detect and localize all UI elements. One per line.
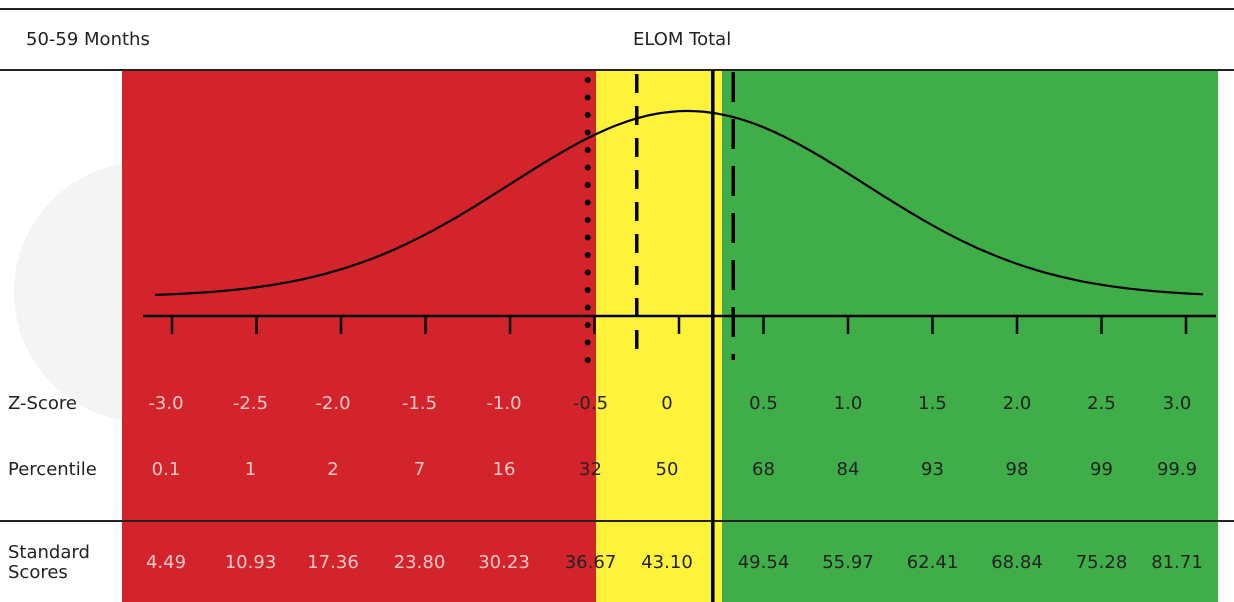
percentile-cell: 32	[579, 459, 602, 480]
percentile-cell: 7	[413, 459, 426, 480]
standard-score-cell: 49.54	[737, 552, 790, 573]
z-score-cell: 0	[661, 393, 673, 414]
reference-line-dotted-dot	[584, 94, 591, 101]
reference-line-dotted-dot	[584, 357, 591, 363]
reference-line-dotted-dot	[584, 269, 591, 276]
standard-score-cell: 30.23	[478, 552, 530, 573]
top-rule	[0, 8, 1234, 10]
standard-score-cell: 43.10	[641, 552, 693, 573]
standard-score-cell: 81.71	[1151, 552, 1203, 573]
standard-score-cell: 10.93	[224, 552, 277, 573]
standard-score-cell: 17.36	[307, 552, 359, 573]
z-score-cell: -2.0	[315, 393, 351, 414]
reference-line-dotted-dot	[584, 234, 591, 241]
z-score-cell: -3.0	[148, 393, 184, 414]
reference-line-dotted-dot	[584, 182, 591, 188]
standard-score-cell: 68.84	[991, 552, 1043, 573]
z-score-cell: 0.5	[749, 393, 778, 414]
z-score-cell: -1.5	[401, 393, 438, 414]
percentile-cell: 2	[327, 459, 339, 480]
percentile-cell: 99.9	[1156, 459, 1198, 480]
reference-line-dotted-dot	[584, 287, 591, 293]
reference-line-dotted-dot	[584, 217, 591, 223]
reference-line-dotted-dot	[584, 129, 591, 136]
percentile-cell: 68	[752, 459, 775, 480]
z-score-cell: -1.0	[486, 393, 522, 414]
zone-yellow-band	[596, 70, 722, 602]
percentile-cell: 99	[1090, 459, 1113, 480]
reference-line-dotted-dot	[584, 147, 591, 153]
reference-line-dotted-dot	[584, 164, 591, 171]
header-rule	[0, 69, 1234, 71]
bell-curve	[155, 109, 1203, 296]
standard-score-cell: 62.41	[906, 552, 959, 573]
percentile-cell: 98	[1005, 459, 1029, 480]
zone-red-band	[122, 70, 596, 602]
z-score-cell: 2.0	[1002, 393, 1032, 414]
chart-title: ELOM Total	[633, 29, 732, 50]
standard-score-cell: 75.28	[1075, 552, 1128, 573]
reference-line-dotted-dot	[584, 322, 591, 328]
scores-rule	[0, 520, 1234, 522]
z-score-cell: 2.5	[1087, 393, 1116, 414]
percentile-row-label: Percentile	[8, 459, 97, 480]
reference-line-dotted-dot	[584, 112, 591, 118]
percentile-cell: 50	[655, 459, 679, 480]
percentile-cell: 16	[492, 459, 516, 480]
percentile-cell: 1	[244, 459, 257, 480]
z-score-cell: 3.0	[1162, 393, 1192, 414]
standard-score-cell: 36.67	[564, 552, 617, 573]
percentile-cell: 84	[836, 459, 860, 480]
reference-line-dotted-dot	[584, 304, 591, 311]
standard-score-cell: 4.49	[145, 552, 187, 573]
standard-score-cell: 55.97	[822, 552, 874, 573]
z-score-cell: 1.5	[918, 393, 947, 414]
standard-score-cell: 23.80	[393, 552, 446, 573]
standard-scores-row-label-1: Standard	[8, 542, 90, 563]
z-score-cell: -0.5	[572, 393, 609, 414]
percentile-cell: 93	[921, 459, 944, 480]
z-score-cell: -2.5	[232, 393, 269, 414]
standard-scores-row-label-2: Scores	[8, 562, 68, 583]
reference-line-dotted-dot	[584, 199, 591, 206]
reference-line-dotted-dot	[584, 77, 591, 83]
reference-line-dotted-dot	[584, 339, 591, 346]
z-score-row-label: Z-Score	[8, 393, 77, 414]
percentile-cell: 0.1	[151, 459, 181, 480]
age-group-label: 50-59 Months	[26, 29, 150, 50]
zone-green-band	[722, 70, 1218, 602]
reference-line-dotted-dot	[584, 252, 591, 258]
z-score-cell: 1.0	[833, 393, 863, 414]
